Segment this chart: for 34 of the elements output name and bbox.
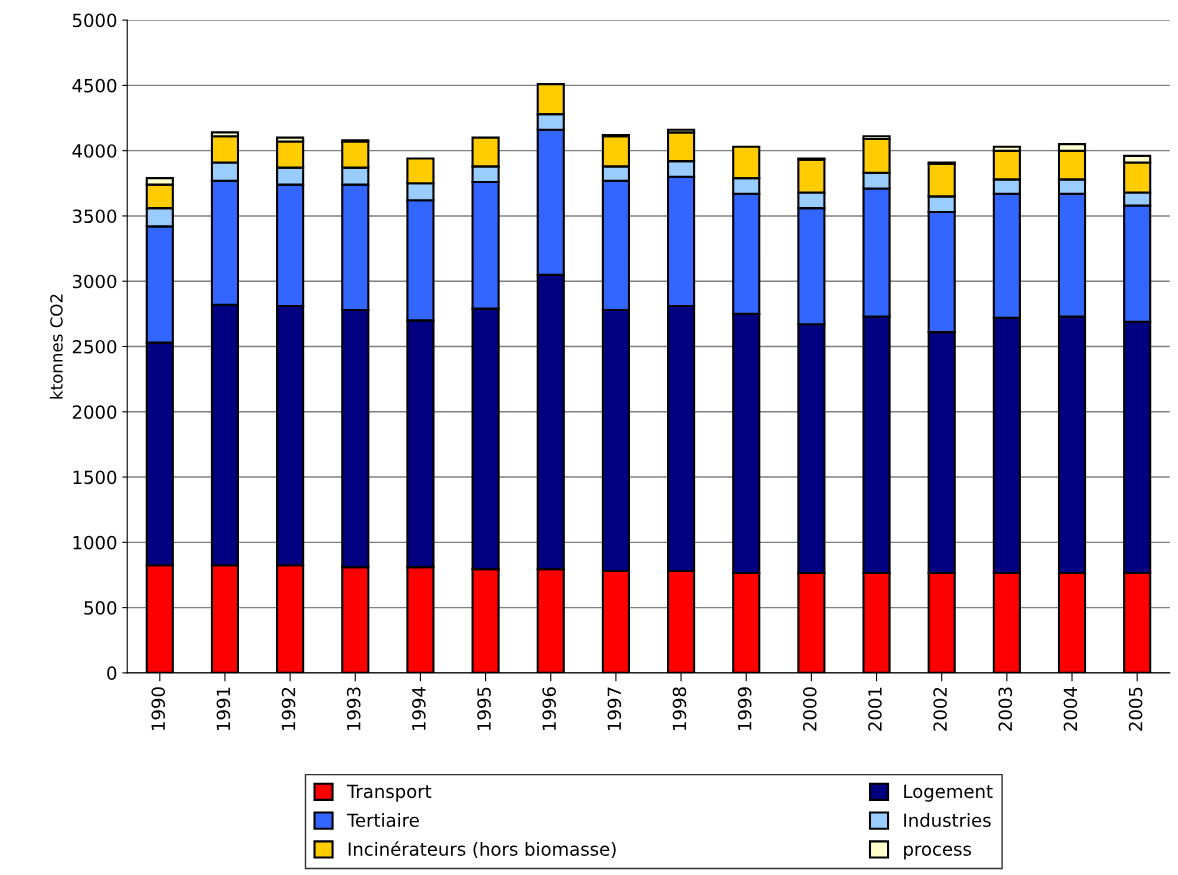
y-tick-label: 4500: [72, 78, 117, 93]
x-tick-label: 2000: [802, 687, 817, 731]
x-tick-label: 1995: [477, 687, 491, 731]
x-tick-label: 1992: [281, 687, 296, 731]
x-tick-label: 1990: [151, 687, 166, 731]
x-tick-label: 2005: [1128, 687, 1143, 731]
y-tick-label: 1500: [73, 470, 117, 485]
y-axis-title: ktonnes CO2: [49, 294, 63, 399]
legend-label: process: [904, 845, 971, 860]
x-tick-label: 1994: [412, 687, 426, 731]
y-tick-label: 1000: [73, 535, 117, 550]
y-tick-label: 4000: [72, 144, 117, 158]
x-tick-label: 1991: [216, 687, 231, 731]
y-tick-label: 5000: [72, 13, 117, 28]
x-tick-label: 2001: [868, 687, 882, 731]
x-tick-label: 2003: [998, 687, 1013, 731]
x-tick-label: 2004: [1063, 687, 1078, 731]
y-tick-label: 3500: [72, 209, 117, 224]
legend-label: Industries: [904, 813, 991, 828]
y-tick-label: 2000: [72, 405, 117, 419]
legend-label: Transport: [346, 784, 432, 802]
y-tick-label: 0: [107, 666, 117, 680]
legend-label: Tertiaire: [346, 813, 419, 828]
x-tick-label: 1998: [672, 687, 687, 731]
x-tick-label: 1999: [737, 687, 752, 731]
legend-label: Logement: [904, 784, 993, 802]
y-tick-label: 3000: [72, 274, 117, 289]
x-tick-label: 1993: [346, 687, 361, 731]
legend-label: Incinérateurs (hors biomasse): [348, 841, 616, 859]
y-tick-label: 500: [84, 601, 117, 615]
x-tick-label: 1997: [607, 687, 622, 731]
y-tick-label: 2500: [72, 339, 117, 354]
x-tick-label: 1996: [542, 687, 556, 731]
x-tick-label: 2002: [933, 687, 947, 731]
